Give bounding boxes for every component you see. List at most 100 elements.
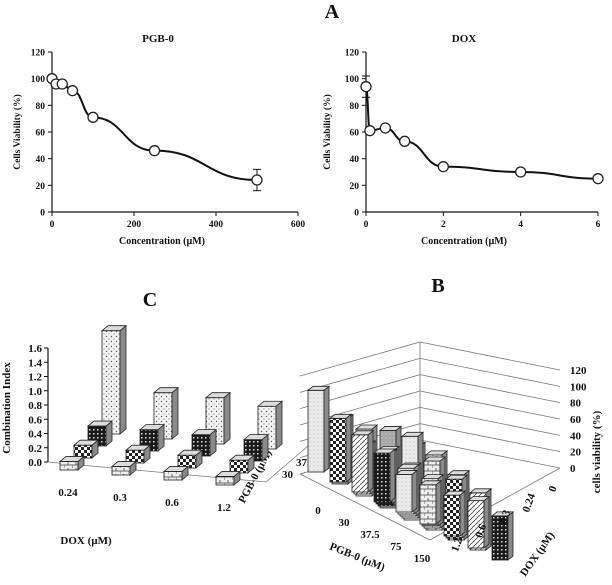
panel-label-c: C	[143, 289, 157, 311]
bar-front	[443, 494, 461, 537]
bar-side	[411, 469, 418, 513]
bar-top	[152, 387, 180, 394]
bar-top	[420, 474, 445, 480]
x-tick-label: 0	[50, 220, 55, 230]
data-point	[66, 85, 79, 97]
bar-side	[367, 430, 374, 493]
y-axis-label: Cells Viability (%)	[322, 94, 333, 169]
bar-front	[101, 330, 121, 435]
bar-side	[435, 479, 442, 525]
bar-side	[171, 386, 179, 440]
chart-title: DOX	[452, 33, 477, 45]
bar-top	[86, 420, 114, 427]
bar-top	[72, 439, 100, 446]
bar-side	[389, 448, 396, 503]
data-point	[515, 166, 527, 178]
wall-gridline	[419, 390, 561, 420]
bar-front	[329, 417, 347, 483]
y-axis-label: Cells Viability (%)	[12, 94, 23, 169]
y-axis-label: Combination Index	[1, 362, 13, 454]
bar	[162, 465, 190, 481]
data-point	[87, 111, 99, 123]
bar	[138, 423, 166, 452]
bar	[72, 439, 100, 459]
x-tick-label: 0	[364, 220, 369, 230]
y-tick-label: 60	[36, 129, 46, 139]
bar-top	[394, 470, 419, 475]
bar-top	[124, 444, 152, 451]
x-tick-label: 0.3	[113, 492, 127, 504]
x-tick-label: 30	[339, 517, 351, 529]
wall-gridline	[419, 341, 561, 371]
bar	[242, 433, 270, 462]
bar-top	[190, 429, 218, 436]
series-line	[365, 85, 599, 180]
y-tick-label: 120	[31, 49, 46, 59]
x-axis-label: Concentration (µM)	[119, 236, 205, 247]
z-tick-label: 0	[570, 463, 576, 475]
bar	[350, 430, 375, 493]
bar-front	[111, 466, 131, 476]
chart-title: PGB-0	[142, 33, 174, 45]
bar	[490, 511, 515, 561]
depth-tick-label: 1.2	[449, 536, 465, 553]
depth-tick-label: 30	[282, 469, 294, 481]
y-tick-label: 20	[36, 182, 46, 192]
data-point	[360, 81, 372, 93]
y-tick-label: 80	[36, 102, 46, 112]
bar-top	[214, 471, 242, 477]
x-tick-label: 0.24	[58, 487, 78, 499]
x-tick-label: 6	[596, 220, 601, 230]
bar	[214, 470, 242, 486]
bar-top	[110, 461, 138, 467]
x-axis-label: PGB-0 (µM)	[328, 541, 387, 574]
bar	[394, 469, 419, 513]
data-point	[364, 125, 376, 137]
bar	[176, 449, 204, 469]
bar-top	[400, 431, 425, 437]
panel-label-b: B	[431, 275, 444, 297]
series-line	[51, 77, 258, 181]
y-tick-label: 0.6	[28, 414, 42, 426]
x-tick-label: 400	[209, 220, 224, 230]
z-tick-label: 20	[570, 447, 582, 459]
bar-top	[418, 480, 443, 486]
y-tick-label: 100	[31, 75, 46, 85]
y-tick-label: 100	[345, 75, 360, 85]
bar-top	[444, 474, 469, 480]
bar-top	[256, 400, 284, 407]
bar	[442, 490, 467, 537]
z-axis-label: cells viability (%)	[591, 410, 603, 493]
bar-front	[351, 434, 369, 493]
bar-top	[228, 454, 256, 461]
x-tick-label: 0.6	[165, 497, 179, 509]
z-tick-label: 80	[570, 398, 582, 410]
pgb0-viability-chart: PGB-0 Cells Viability (%) Concentration …	[12, 33, 305, 247]
floor-edge	[299, 473, 431, 541]
bar	[328, 413, 353, 483]
bar-top	[306, 385, 331, 391]
wall-gridline	[419, 439, 561, 469]
x-tick-label: 1.2	[217, 502, 231, 514]
depth-tick-label: 0.3	[497, 508, 513, 525]
bar-side	[119, 324, 127, 435]
bar-front	[419, 484, 437, 525]
wall-gridline	[419, 357, 561, 387]
bar-front	[163, 471, 183, 481]
bar-top	[468, 488, 493, 494]
bar	[466, 495, 491, 549]
depth-axis-label: DOX (µM)	[518, 530, 557, 579]
bar-side	[345, 413, 352, 483]
x-axis-label: Concentration (µM)	[421, 236, 507, 247]
bar-front	[373, 452, 391, 503]
bar	[110, 460, 138, 476]
bar-top	[162, 466, 190, 472]
x-tick-label: 75	[391, 541, 403, 553]
y-tick-label: 60	[350, 129, 360, 139]
data-point	[56, 78, 68, 90]
bar-side	[323, 385, 330, 473]
panel-label-a: A	[325, 1, 340, 23]
depth-tick-label: 0	[547, 484, 560, 494]
data-point	[251, 174, 263, 186]
